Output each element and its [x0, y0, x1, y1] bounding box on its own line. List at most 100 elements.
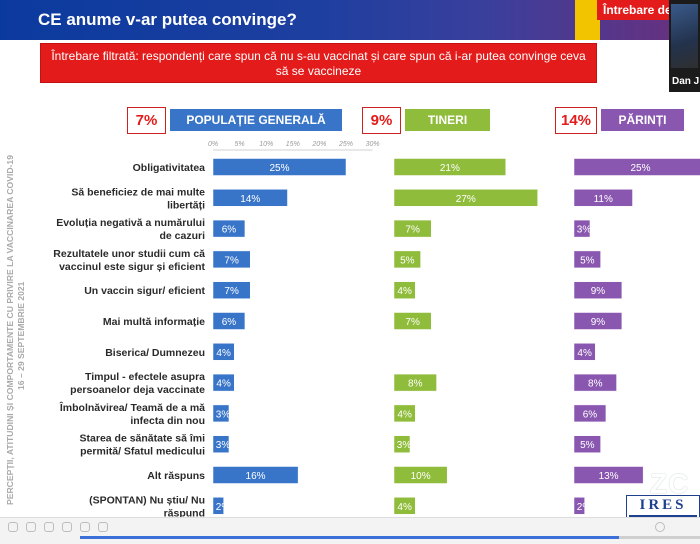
bar-value-label: 8% [408, 379, 423, 390]
bar [573, 158, 700, 176]
category-label: (SPONTAN) Nu știu/ Nu [89, 494, 205, 506]
bar-value-label: 10% [411, 471, 431, 482]
bar-value-label: 6% [583, 409, 598, 420]
category-label: Starea de sănătate să îmi [80, 433, 206, 445]
bar-value-label: 8% [588, 379, 603, 390]
axis-tick-label: 15% [286, 141, 300, 148]
filter-banner: Întrebare filtrată: respondenți care spu… [40, 43, 597, 83]
bar-value-label: 3% [216, 409, 231, 420]
category-label: Evoluția negativă a numărului [56, 217, 205, 229]
bar [393, 219, 432, 238]
category-label: răspund [164, 507, 205, 519]
category-label: Să beneficiez de mai multe [71, 186, 205, 198]
bar [212, 312, 246, 330]
bar-value-label: 9% [591, 317, 606, 328]
side-caption-svg: PERCEPȚII, ATITUDINI ȘI COMPORTAMENTE CU… [5, 155, 26, 505]
category-label: Un vaccin sigur/ eficient [84, 285, 205, 297]
question-tab[interactable]: Întrebare de [597, 0, 677, 20]
bar-value-label: 11% [594, 194, 613, 205]
category-label: Mai multă informație [103, 316, 205, 328]
bar [393, 250, 421, 269]
category-label: infecta din nou [130, 415, 205, 427]
category-label: permită/ Sfatul medicului [80, 446, 205, 458]
axis-tick-label: 20% [311, 141, 326, 148]
ires-logo-underline [629, 515, 697, 517]
bar-value-label: 7% [224, 286, 239, 297]
category-label: vaccinul este sigur și eficient [59, 261, 205, 273]
axis-tick-label: 30% [366, 141, 380, 148]
side-caption-dates: 16 – 29 SEPTEMBRIE 2021 [16, 281, 26, 390]
category-label: libertăți [167, 199, 205, 211]
bar-value-label: 7% [405, 225, 420, 236]
zc-logo: ZC [650, 468, 690, 499]
bar [573, 189, 633, 207]
bar-value-label: 5% [580, 440, 595, 451]
slides-grid-icon[interactable] [62, 522, 72, 532]
bar-value-label: 5% [580, 255, 595, 266]
bar-value-label: 6% [222, 225, 237, 236]
bar-value-label: 5% [400, 255, 415, 266]
bar [393, 435, 411, 453]
group-label-parinti: PĂRINȚI [601, 109, 684, 131]
bar-value-label: 7% [224, 255, 239, 266]
group-label-tineri: TINERI [405, 109, 490, 131]
axis-tick-label: 25% [338, 141, 353, 148]
bar [393, 404, 416, 423]
ires-logo-text: IRES [639, 497, 687, 513]
bar [393, 281, 416, 299]
category-label: Îmbolnăvirea/ Teamă de a mă [59, 401, 205, 414]
bar-value-label: 27% [456, 194, 476, 205]
bar-value-label: 25% [269, 163, 289, 174]
bar-value-label: 2% [216, 502, 231, 513]
more-options-icon[interactable] [98, 522, 108, 532]
ires-logo: IRES [626, 495, 700, 519]
bar-value-label: 14% [240, 194, 260, 205]
group-pct-parinti: 14% [555, 107, 597, 134]
slide-progress-bar[interactable] [80, 536, 700, 539]
bar [212, 189, 288, 207]
bar-value-label: 4% [397, 502, 412, 513]
pen-icon[interactable] [44, 522, 54, 532]
bar [393, 312, 432, 330]
axis-tick-label: 0% [208, 141, 218, 148]
webcam-thumbnail[interactable]: Dan J [669, 0, 700, 92]
bar [573, 404, 607, 423]
bar-value-label: 21% [440, 163, 460, 174]
bar [573, 343, 596, 361]
side-caption-text: PERCEPȚII, ATITUDINI ȘI COMPORTAMENTE CU… [5, 155, 15, 505]
bar-value-label: 16% [246, 471, 266, 482]
group-label-general: POPULAȚIE GENERALĂ [170, 109, 342, 131]
bar-value-label: 3% [577, 225, 592, 236]
bar-value-label: 4% [397, 286, 412, 297]
webcam-name: Dan J [672, 76, 700, 87]
next-slide-icon[interactable] [26, 522, 36, 532]
side-caption: PERCEPȚII, ATITUDINI ȘI COMPORTAMENTE CU… [0, 70, 28, 510]
slide-title: CE anume v-ar putea convinge? [38, 10, 297, 29]
slide-progress-fill [80, 536, 620, 539]
bar [212, 404, 230, 423]
bar-value-label: 9% [591, 286, 606, 297]
bar [393, 466, 448, 484]
title-bar: CE anume v-ar putea convinge? Întrebare … [0, 0, 700, 40]
bar-value-label: 4% [577, 348, 592, 359]
bar [573, 250, 601, 269]
bar-value-label: 7% [405, 317, 420, 328]
category-label: Biserica/ Dumnezeu [105, 347, 205, 359]
bar [212, 281, 251, 299]
bar [393, 158, 506, 176]
bar [212, 219, 246, 238]
bar [573, 219, 591, 238]
settings-icon[interactable] [655, 522, 665, 532]
category-label: Rezultatele unor studii cum că [53, 248, 205, 260]
title-bar-accent [575, 0, 600, 40]
category-label: persoanelor deja vaccinate [70, 384, 205, 396]
bar-value-label: 6% [222, 317, 237, 328]
zoom-icon[interactable] [80, 522, 90, 532]
bar-value-label: 3% [216, 440, 231, 451]
bar [393, 497, 416, 515]
bar-value-label: 4% [216, 379, 231, 390]
previous-slide-icon[interactable] [8, 522, 18, 532]
category-label: Timpul - efectele asupra [85, 371, 205, 383]
bar-value-label: 3% [397, 440, 412, 451]
